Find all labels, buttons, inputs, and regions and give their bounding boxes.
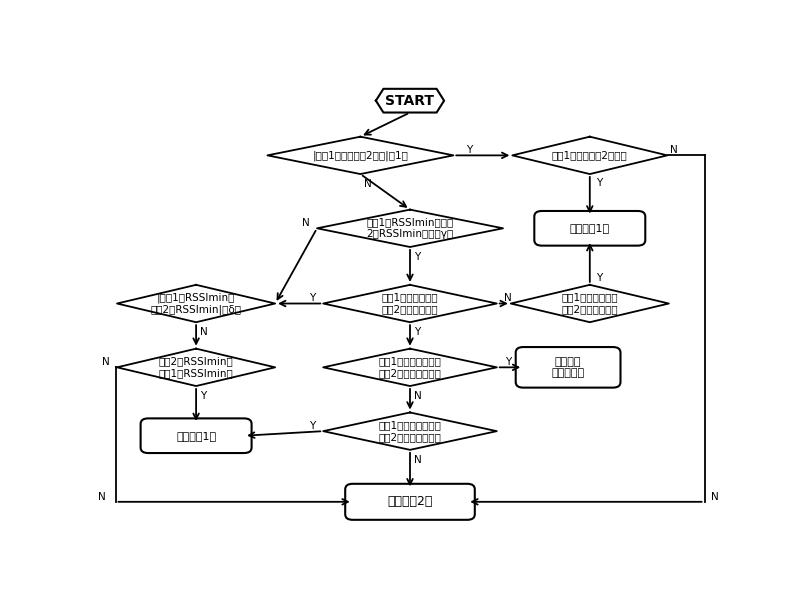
Text: Y: Y	[466, 145, 472, 155]
Text: 路径1上RSSImin？: 路径1上RSSImin？	[158, 368, 234, 378]
Polygon shape	[117, 285, 275, 322]
FancyBboxPatch shape	[346, 484, 474, 520]
Text: 路径1剩余容量指数＝: 路径1剩余容量指数＝	[378, 356, 442, 366]
FancyBboxPatch shape	[534, 211, 646, 246]
Text: N: N	[98, 493, 106, 502]
Text: 路径2信道差异度？: 路径2信道差异度？	[562, 304, 618, 314]
Text: Y: Y	[505, 357, 511, 367]
Text: N: N	[200, 327, 207, 337]
FancyBboxPatch shape	[516, 347, 621, 388]
Text: N: N	[670, 145, 678, 155]
Text: 路径2上RSSImin|＞δ？: 路径2上RSSImin|＞δ？	[150, 304, 242, 315]
Text: 随机判定: 随机判定	[555, 357, 582, 367]
Polygon shape	[512, 137, 667, 174]
Text: Y: Y	[201, 391, 206, 401]
Text: N: N	[302, 218, 310, 228]
Polygon shape	[267, 137, 454, 174]
Polygon shape	[323, 413, 497, 450]
Text: N: N	[364, 179, 372, 189]
Polygon shape	[323, 349, 497, 386]
Text: N: N	[504, 293, 512, 303]
Text: |路径1上RSSImin－: |路径1上RSSImin－	[157, 292, 235, 303]
Text: N: N	[710, 493, 718, 502]
Text: 判定路径1优: 判定路径1优	[176, 431, 216, 440]
Text: N: N	[414, 455, 422, 465]
Text: 路径2信道差异度？: 路径2信道差异度？	[382, 304, 438, 314]
Polygon shape	[323, 285, 497, 322]
Polygon shape	[510, 285, 669, 322]
Text: Y: Y	[309, 293, 315, 303]
Text: 2上RSSImin均大于γ？: 2上RSSImin均大于γ？	[366, 229, 454, 239]
Text: 路径1跳数＜路径2跳数？: 路径1跳数＜路径2跳数？	[552, 150, 628, 160]
Polygon shape	[117, 349, 275, 386]
Text: 路径2剩余容量指数？: 路径2剩余容量指数？	[378, 432, 442, 442]
Text: Y: Y	[414, 327, 421, 337]
Text: 路径2剩余容量指数？: 路径2剩余容量指数？	[378, 368, 442, 378]
Text: 路径1信道差异度＝: 路径1信道差异度＝	[382, 292, 438, 303]
Text: 路径1信道差异度＞: 路径1信道差异度＞	[562, 292, 618, 303]
Text: |路径1跳数－路径2跳数|＞1？: |路径1跳数－路径2跳数|＞1？	[313, 150, 408, 160]
Text: Y: Y	[414, 252, 421, 262]
Text: 一条路径优: 一条路径优	[551, 368, 585, 378]
Text: 判定路径2优: 判定路径2优	[387, 496, 433, 509]
Text: Y: Y	[309, 421, 315, 431]
Polygon shape	[317, 210, 503, 247]
Text: N: N	[414, 391, 422, 401]
Text: 路径1上RSSImin与路径: 路径1上RSSImin与路径	[366, 217, 454, 227]
FancyBboxPatch shape	[141, 419, 251, 453]
Text: 路径1剩余容量指数＞: 路径1剩余容量指数＞	[378, 420, 442, 430]
Text: N: N	[102, 357, 110, 367]
Text: Y: Y	[596, 178, 602, 188]
Text: 路径2上RSSImin＞: 路径2上RSSImin＞	[158, 356, 234, 366]
Text: Y: Y	[596, 273, 602, 283]
Text: 判定路径1优: 判定路径1优	[570, 223, 610, 233]
Text: START: START	[386, 94, 434, 108]
Polygon shape	[376, 89, 444, 112]
